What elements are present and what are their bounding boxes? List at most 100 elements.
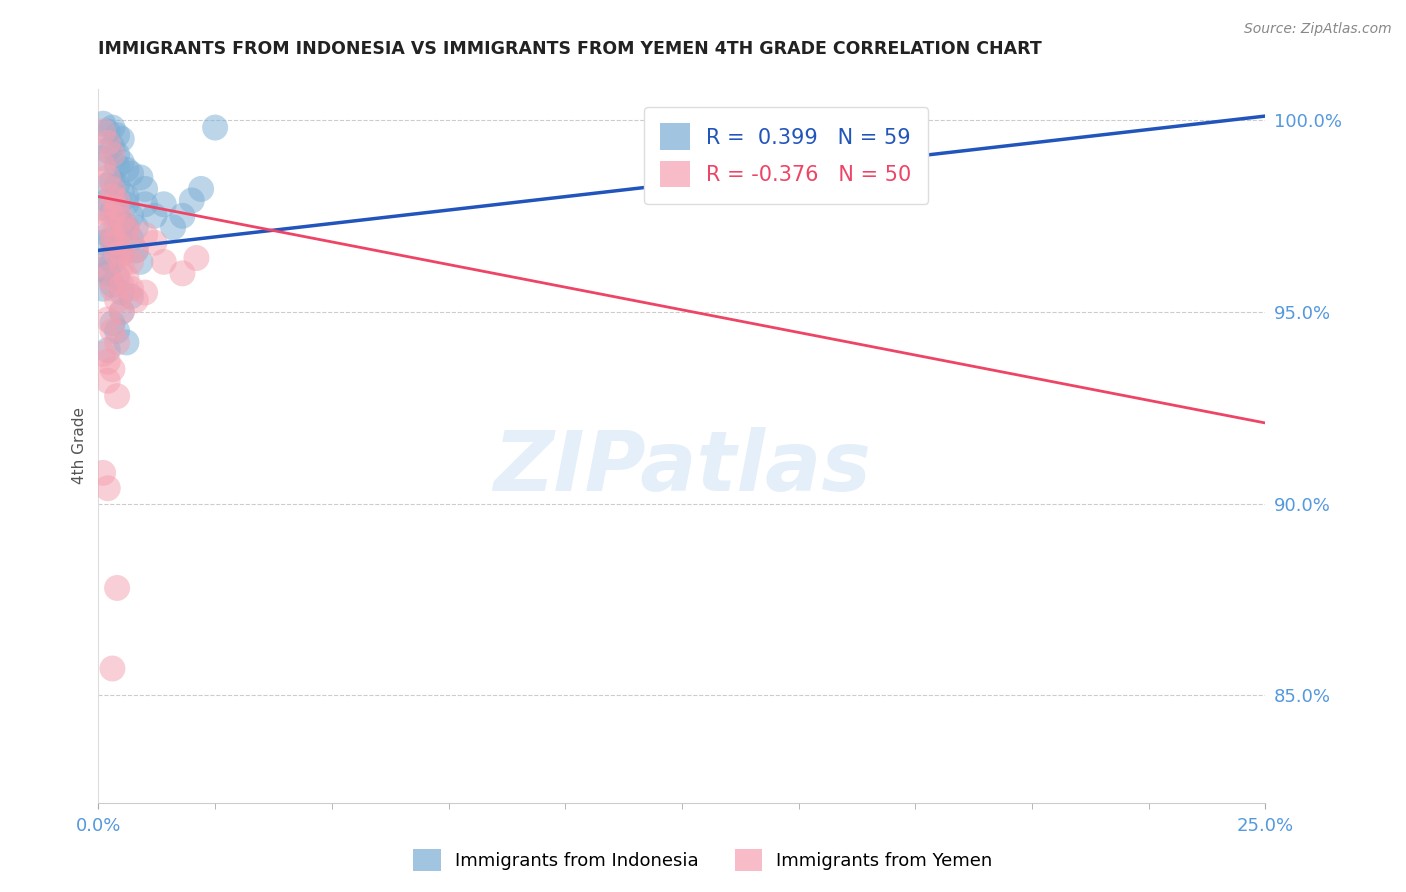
Point xyxy=(97,374,120,388)
Point xyxy=(125,220,148,235)
Point xyxy=(91,124,114,138)
Point xyxy=(129,255,152,269)
Point xyxy=(97,136,120,150)
Point xyxy=(101,235,124,250)
Text: Source: ZipAtlas.com: Source: ZipAtlas.com xyxy=(1244,22,1392,37)
Point xyxy=(97,217,120,231)
Point xyxy=(115,224,138,238)
Point xyxy=(101,227,124,242)
Point xyxy=(115,270,138,285)
Point xyxy=(105,235,128,250)
Point xyxy=(111,304,134,318)
Point xyxy=(101,324,124,338)
Point xyxy=(91,159,114,173)
Point xyxy=(190,182,212,196)
Point xyxy=(111,155,134,169)
Point xyxy=(143,209,166,223)
Point xyxy=(97,170,120,185)
Point xyxy=(111,132,134,146)
Point xyxy=(105,159,128,173)
Point xyxy=(172,209,194,223)
Point xyxy=(152,255,174,269)
Point xyxy=(91,117,114,131)
Text: ZIPatlas: ZIPatlas xyxy=(494,427,870,508)
Point xyxy=(134,197,156,211)
Point xyxy=(120,232,142,246)
Point xyxy=(97,227,120,242)
Point xyxy=(111,217,134,231)
Point xyxy=(105,389,128,403)
Point xyxy=(134,227,156,242)
Point xyxy=(143,235,166,250)
Point xyxy=(134,285,156,300)
Point xyxy=(101,209,124,223)
Point xyxy=(105,270,128,285)
Point xyxy=(101,232,124,246)
Point xyxy=(105,335,128,350)
Point xyxy=(101,661,124,675)
Point xyxy=(172,266,194,280)
Legend: R =  0.399   N = 59, R = -0.376   N = 50: R = 0.399 N = 59, R = -0.376 N = 50 xyxy=(644,107,928,204)
Point xyxy=(129,170,152,185)
Point xyxy=(105,247,128,261)
Point xyxy=(111,259,134,273)
Point xyxy=(101,147,124,161)
Point xyxy=(115,335,138,350)
Point xyxy=(101,174,124,188)
Point xyxy=(91,235,114,250)
Text: IMMIGRANTS FROM INDONESIA VS IMMIGRANTS FROM YEMEN 4TH GRADE CORRELATION CHART: IMMIGRANTS FROM INDONESIA VS IMMIGRANTS … xyxy=(98,40,1042,58)
Point xyxy=(97,354,120,368)
Point xyxy=(101,120,124,135)
Point xyxy=(120,167,142,181)
Point xyxy=(134,182,156,196)
Point xyxy=(97,124,120,138)
Point xyxy=(97,178,120,193)
Y-axis label: 4th Grade: 4th Grade xyxy=(72,408,87,484)
Point xyxy=(101,205,124,219)
Point xyxy=(91,151,114,165)
Point xyxy=(180,194,202,208)
Point xyxy=(152,197,174,211)
Point xyxy=(91,205,114,219)
Point xyxy=(97,312,120,326)
Point xyxy=(101,255,124,269)
Point xyxy=(111,304,134,318)
Point xyxy=(105,147,128,161)
Point xyxy=(97,481,120,495)
Point xyxy=(101,362,124,376)
Point xyxy=(105,201,128,215)
Point xyxy=(97,144,120,158)
Point xyxy=(91,466,114,480)
Point xyxy=(111,277,134,292)
Point xyxy=(105,239,128,253)
Point xyxy=(120,255,142,269)
Point xyxy=(115,162,138,177)
Point xyxy=(111,285,134,300)
Point xyxy=(91,259,114,273)
Point xyxy=(125,293,148,308)
Point xyxy=(115,220,138,235)
Point xyxy=(97,343,120,357)
Point xyxy=(105,209,128,223)
Point xyxy=(162,220,184,235)
Point xyxy=(105,293,128,308)
Point xyxy=(105,324,128,338)
Point xyxy=(105,194,128,208)
Point xyxy=(97,266,120,280)
Point xyxy=(115,220,138,235)
Point xyxy=(111,186,134,200)
Point xyxy=(101,282,124,296)
Point xyxy=(204,120,226,135)
Point xyxy=(101,316,124,330)
Point xyxy=(97,251,120,265)
Point xyxy=(120,289,142,303)
Point xyxy=(125,244,148,258)
Point xyxy=(111,247,134,261)
Point xyxy=(120,209,142,223)
Point xyxy=(105,128,128,143)
Point xyxy=(101,277,124,292)
Point xyxy=(115,197,138,211)
Point xyxy=(101,189,124,203)
Point xyxy=(101,140,124,154)
Legend: Immigrants from Indonesia, Immigrants from Yemen: Immigrants from Indonesia, Immigrants fr… xyxy=(406,842,1000,879)
